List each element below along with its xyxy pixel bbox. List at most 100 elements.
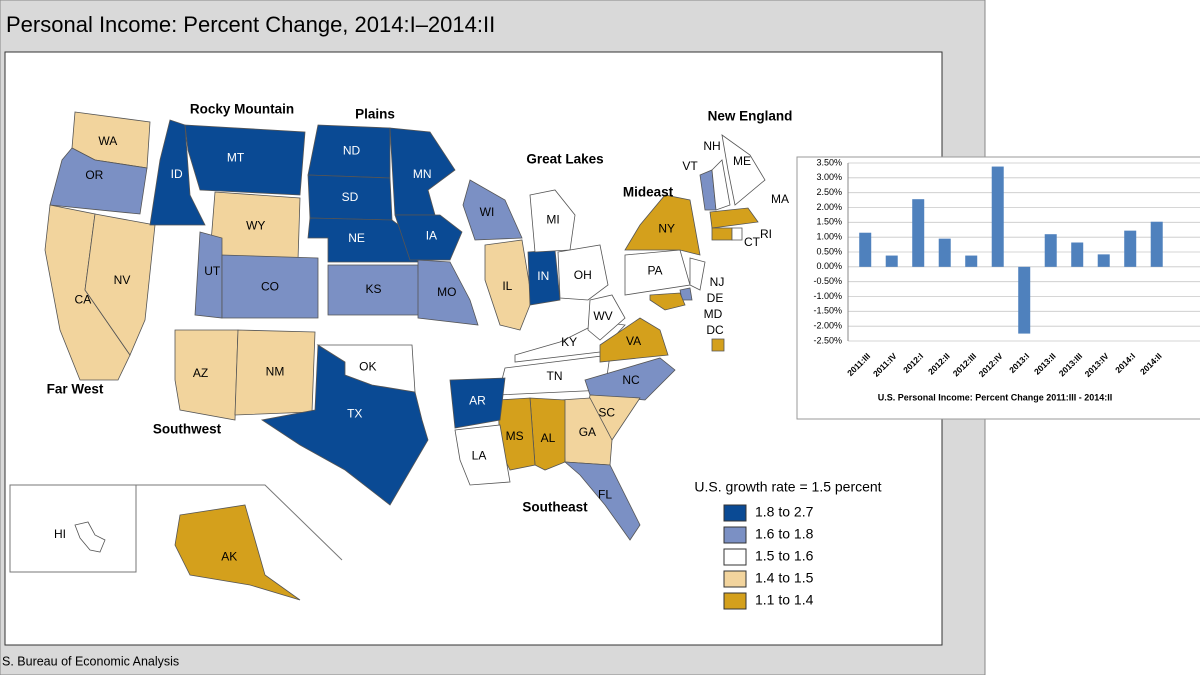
y-tick-label: 2.00% (816, 202, 842, 212)
state (529, 189, 576, 253)
legend-label: 1.1 to 1.4 (755, 592, 814, 608)
state-label: UT (204, 264, 221, 278)
bar (1071, 242, 1084, 267)
state-label: AR (469, 394, 486, 408)
state-label: NC (622, 373, 640, 387)
state (709, 207, 759, 229)
state (462, 179, 523, 241)
x-axis-label: U.S. Personal Income: Percent Change 201… (878, 392, 1113, 402)
y-tick-label: -1.50% (813, 306, 842, 316)
state (174, 504, 301, 601)
legend-label: 1.8 to 2.7 (755, 504, 814, 520)
state (74, 521, 106, 553)
bar (1044, 234, 1057, 267)
state-label: ID (171, 167, 183, 181)
y-tick-label: 3.50% (816, 157, 842, 167)
state-label: KY (561, 335, 577, 349)
state-label: GA (579, 425, 596, 439)
state-label: ND (343, 144, 361, 158)
state-label: IL (502, 279, 512, 293)
state-label: VA (626, 334, 641, 348)
y-tick-label: 1.00% (816, 232, 842, 242)
state-label: MA (771, 192, 789, 206)
state (454, 424, 511, 486)
state (221, 254, 319, 319)
region-label: Southeast (522, 500, 588, 515)
state-label: NH (703, 139, 720, 153)
bar (885, 255, 898, 267)
state-label: PA (647, 263, 662, 277)
state (417, 259, 479, 326)
state (721, 134, 766, 206)
state (599, 317, 669, 363)
state (557, 244, 609, 301)
state-label: SC (598, 405, 615, 419)
state-label: IA (426, 229, 437, 243)
legend-swatch (723, 504, 747, 522)
state (84, 213, 156, 356)
legend-swatch (723, 592, 747, 610)
y-tick-label: 3.00% (816, 172, 842, 182)
bar (912, 199, 925, 267)
source: S. Bureau of Economic Analysis (2, 654, 179, 668)
state (731, 227, 743, 241)
state-label: MT (227, 151, 245, 165)
y-tick-label: -1.00% (813, 291, 842, 301)
state-label: LA (472, 449, 487, 463)
state-label: NJ (710, 275, 725, 289)
y-tick-label: 0.50% (816, 246, 842, 256)
bar (1018, 266, 1031, 334)
state-label: OR (85, 168, 103, 182)
state (584, 357, 676, 401)
state (484, 239, 533, 331)
map-box (4, 51, 943, 646)
state-label: KS (365, 282, 381, 296)
bar (1124, 230, 1137, 267)
y-tick-label: -0.50% (813, 276, 842, 286)
state (624, 194, 701, 256)
state (307, 217, 419, 263)
title: Personal Income: Percent Change, 2014:I–… (6, 12, 495, 37)
state-label: MO (437, 285, 456, 299)
state (174, 329, 239, 421)
legend-label: 1.4 to 1.5 (755, 570, 814, 586)
state-label: WV (593, 309, 612, 323)
hawaii-box (9, 484, 137, 573)
state (394, 214, 463, 261)
state-label: HI (54, 527, 66, 541)
state (49, 147, 148, 215)
bar (1150, 221, 1163, 267)
legend-swatch (723, 526, 747, 544)
y-tick-label: -2.50% (813, 335, 842, 345)
state-label: WY (246, 218, 265, 232)
legend-title: U.S. growth rate = 1.5 percent (694, 479, 881, 495)
state-label: TN (547, 369, 563, 383)
region-label: Rocky Mountain (190, 102, 294, 117)
state (449, 377, 506, 429)
state (711, 227, 733, 241)
legend: U.S. growth rate = 1.5 percent 1.8 to 2.7… (694, 479, 882, 610)
state-label: MI (546, 213, 559, 227)
y-tick-label: 1.50% (816, 217, 842, 227)
state-label: OK (359, 360, 376, 374)
state-label: CO (261, 279, 279, 293)
state-label: MD (704, 307, 723, 321)
state (563, 461, 641, 541)
state-label: WA (98, 134, 117, 148)
bar (965, 255, 978, 267)
state-label: NY (658, 221, 675, 235)
legend-label: 1.6 to 1.8 (755, 526, 814, 542)
state-label: MN (413, 167, 432, 181)
region-label: New England (708, 109, 793, 124)
state-label: ME (733, 154, 751, 168)
state (689, 257, 706, 291)
bar (991, 166, 1004, 267)
region-label: Great Lakes (526, 152, 603, 167)
state-label: NV (114, 273, 131, 287)
state-label: TX (347, 406, 362, 420)
state-label: WI (480, 205, 495, 219)
y-tick-label: -2.00% (813, 321, 842, 331)
legend-swatch (723, 548, 747, 566)
state-label: IN (537, 269, 549, 283)
